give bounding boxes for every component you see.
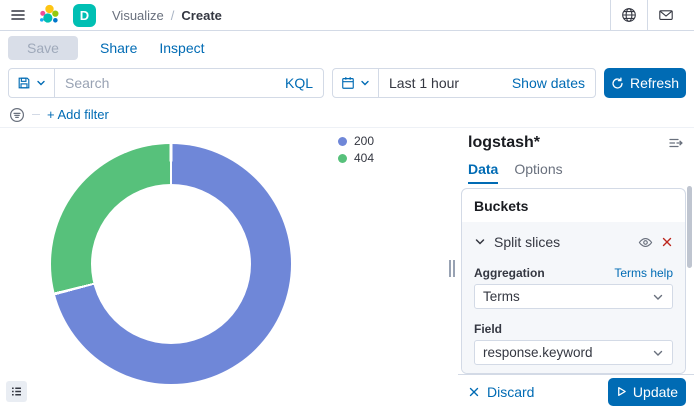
- chart-legend: 200 404: [338, 134, 374, 165]
- split-slices-header[interactable]: Split slices: [474, 231, 673, 253]
- space-avatar[interactable]: D: [73, 3, 96, 27]
- remove-bucket-icon[interactable]: [661, 236, 673, 248]
- newsfeed-icon[interactable]: [648, 0, 684, 30]
- breadcrumb-visualize[interactable]: Visualize: [112, 7, 164, 23]
- time-range-value[interactable]: Last 1 hour: [389, 75, 460, 91]
- search-input[interactable]: [55, 75, 285, 91]
- header-divider: [610, 0, 611, 30]
- editor-side-panel: logstash* Data Options Buckets Split sli…: [458, 128, 694, 408]
- legend-label-200: 200: [354, 134, 375, 148]
- show-dates-button[interactable]: Show dates: [511, 75, 585, 91]
- eye-icon[interactable]: [638, 235, 653, 250]
- panel-tabs: Data Options: [458, 161, 694, 184]
- index-pattern-title: logstash*: [468, 134, 541, 151]
- panel-resize-handle[interactable]: [446, 128, 458, 408]
- date-picker: Last 1 hour Show dates: [332, 68, 596, 98]
- filter-divider: [32, 114, 40, 115]
- app-header: D Visualize / Create: [0, 0, 694, 31]
- update-icon: [618, 387, 626, 396]
- filter-bar: + Add filter: [0, 102, 694, 128]
- calendar-icon: [342, 77, 354, 89]
- tab-data[interactable]: Data: [468, 161, 499, 184]
- query-bar: KQL Last 1 hour Show dates Refresh: [0, 64, 694, 102]
- help-icon[interactable]: [611, 0, 647, 30]
- discard-button[interactable]: Discard: [468, 384, 534, 400]
- split-slices-label: Split slices: [494, 234, 561, 250]
- buckets-card: Buckets Split slices: [461, 188, 686, 374]
- filter-icon[interactable]: [9, 107, 25, 123]
- menu-icon[interactable]: [10, 7, 26, 23]
- chevron-down-icon: [361, 80, 369, 86]
- search-control: KQL: [8, 68, 324, 98]
- save-button[interactable]: Save: [8, 35, 78, 60]
- main-area: 200 404 logstash*: [0, 128, 694, 408]
- saved-query-menu[interactable]: [9, 69, 55, 97]
- breadcrumb-separator: /: [170, 7, 175, 23]
- collapse-panel-icon[interactable]: [668, 135, 684, 151]
- header-divider: [647, 0, 648, 30]
- share-button[interactable]: Share: [100, 39, 138, 56]
- inspect-button[interactable]: Inspect: [159, 39, 205, 56]
- chevron-down-icon: [653, 350, 663, 356]
- legend-label-404: 404: [354, 151, 375, 165]
- legend-dot-404: [338, 153, 347, 163]
- legend-item-200[interactable]: 200: [338, 134, 374, 148]
- discard-icon: [469, 387, 479, 396]
- breadcrumb: Visualize / Create: [112, 8, 222, 23]
- buckets-title: Buckets: [474, 198, 529, 214]
- donut-chart[interactable]: [51, 144, 291, 384]
- legend-dot-200: [338, 136, 347, 146]
- refresh-button[interactable]: Refresh: [604, 68, 686, 98]
- terms-help-link[interactable]: Terms help: [614, 266, 673, 280]
- chevron-down-icon: [37, 80, 45, 86]
- legend-item-404[interactable]: 404: [338, 151, 374, 165]
- tab-options[interactable]: Options: [514, 161, 563, 177]
- resize-grip-icon: [449, 259, 455, 277]
- query-language-button[interactable]: KQL: [284, 75, 313, 91]
- refresh-icon: [612, 76, 623, 89]
- panel-scrollbar[interactable]: [687, 186, 692, 268]
- update-button[interactable]: Update: [608, 377, 686, 406]
- legend-toggle-button[interactable]: [6, 381, 27, 402]
- panel-footer: Discard Update: [458, 374, 694, 408]
- refresh-label: Refresh: [629, 75, 680, 91]
- aggregation-select[interactable]: Terms: [474, 284, 673, 309]
- field-label: Field: [474, 322, 503, 336]
- visualization-canvas: 200 404: [0, 128, 446, 408]
- elastic-logo[interactable]: [38, 4, 61, 27]
- add-filter-button[interactable]: + Add filter: [47, 107, 109, 122]
- visualize-toolbar: Save Share Inspect: [0, 31, 694, 64]
- breadcrumb-create: Create: [181, 7, 222, 23]
- chevron-down-icon: [653, 294, 663, 300]
- chevron-down-icon: [475, 239, 485, 245]
- legend-toggle-icon: [12, 387, 21, 396]
- field-select[interactable]: response.keyword: [474, 340, 673, 365]
- donut-hole: [91, 184, 251, 344]
- aggregation-label: Aggregation: [474, 266, 545, 280]
- split-slices-section: Split slices Aggregation: [462, 222, 685, 373]
- saved-query-icon: [18, 77, 30, 89]
- date-quick-menu[interactable]: [333, 69, 379, 97]
